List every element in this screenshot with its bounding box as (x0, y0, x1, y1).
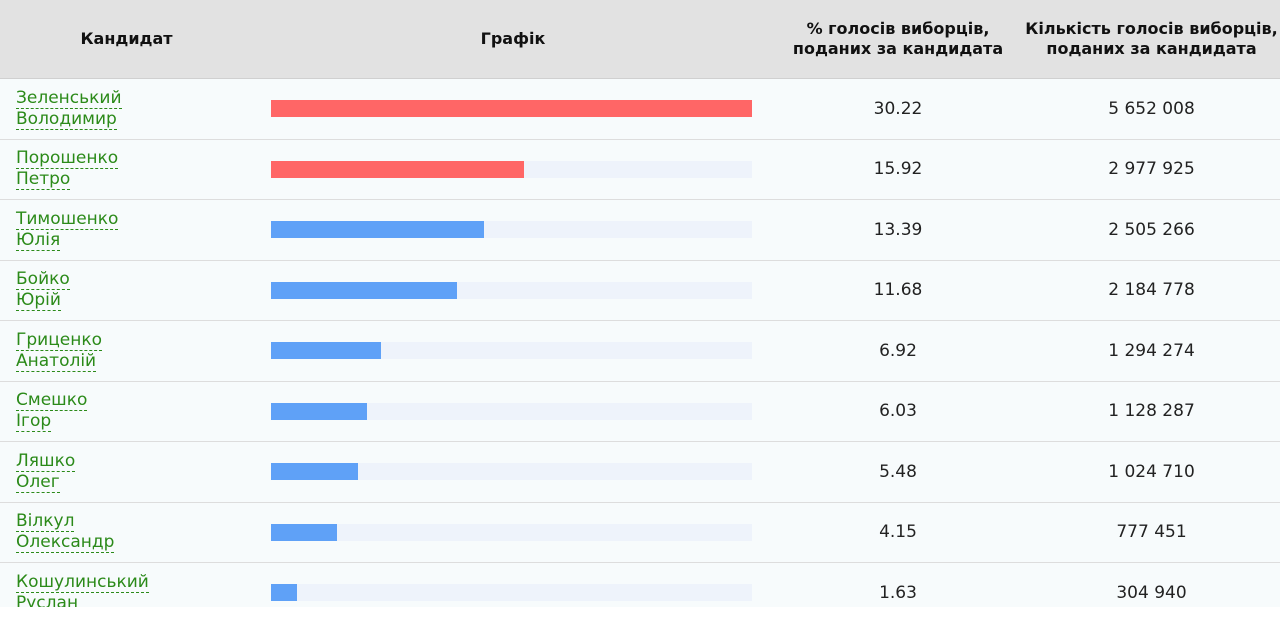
candidate-given-name: Олег (16, 471, 60, 493)
bar-fill (271, 281, 457, 299)
votes-cell: 1 128 287 (1108, 401, 1195, 422)
candidate-given-name: Олександр (16, 532, 115, 554)
votes-cell: 5 652 008 (1108, 98, 1195, 119)
percent-cell: 6.03 (879, 401, 917, 422)
table-row: Вілкул Олександр 4.15 777 451 (0, 502, 1280, 563)
bar-fill (271, 342, 382, 360)
bar-track (271, 100, 752, 118)
header-percent: % голосів виборців, поданих за кандидата (792, 19, 1004, 58)
bar-track (271, 463, 752, 481)
candidate-link[interactable]: Бойко Юрій (16, 269, 70, 312)
percent-cell: 5.48 (879, 461, 917, 482)
chart-cell (253, 382, 773, 442)
candidate-given-name: Петро (16, 169, 71, 191)
percent-cell: 30.22 (873, 98, 923, 119)
candidate-surname: Ляшко (16, 450, 76, 472)
candidate-given-name: Ігор (16, 411, 52, 433)
votes-cell: 2 505 266 (1108, 219, 1195, 240)
candidate-given-name: Анатолій (16, 350, 97, 372)
bar-fill (271, 523, 338, 541)
header-votes: Кількість голосів виборців, поданих за к… (1025, 19, 1278, 58)
bar-fill (271, 463, 359, 481)
bar-track (271, 523, 752, 541)
candidate-link[interactable]: Ляшко Олег (16, 450, 76, 493)
table-row: Зеленський Володимир 30.22 5 652 008 (0, 79, 1280, 140)
candidate-cell: Гриценко Анатолій (0, 321, 253, 381)
candidate-link[interactable]: Вілкул Олександр (16, 511, 115, 554)
table-row: Ляшко Олег 5.48 1 024 710 (0, 442, 1280, 503)
percent-cell: 1.63 (879, 582, 917, 603)
votes-cell: 2 977 925 (1108, 159, 1195, 180)
chart-cell (253, 321, 773, 381)
bar-fill (271, 221, 485, 239)
candidate-surname: Вілкул (16, 511, 75, 533)
candidate-cell: Смешко Ігор (0, 382, 253, 442)
candidate-cell: Порошенко Петро (0, 140, 253, 200)
bar-fill (271, 584, 297, 602)
votes-cell: 2 184 778 (1108, 280, 1195, 301)
candidate-cell: Тимошенко Юлія (0, 200, 253, 260)
candidate-given-name: Юрій (16, 290, 61, 312)
table-row: Гриценко Анатолій 6.92 1 294 274 (0, 321, 1280, 382)
candidate-link[interactable]: Кошулинський Руслан (16, 571, 149, 607)
bar-track (271, 342, 752, 360)
table-row: Смешко Ігор 6.03 1 128 287 (0, 381, 1280, 442)
candidate-given-name: Володимир (16, 108, 117, 130)
candidate-surname: Порошенко (16, 148, 119, 170)
candidate-cell: Кошулинський Руслан (0, 563, 253, 607)
candidate-given-name: Руслан (16, 592, 79, 607)
candidate-cell: Зеленський Володимир (0, 79, 253, 139)
bar-track (271, 402, 752, 420)
candidate-surname: Тимошенко (16, 208, 119, 230)
votes-cell: 777 451 (1116, 522, 1187, 543)
candidate-cell: Бойко Юрій (0, 261, 253, 321)
candidate-given-name: Юлія (16, 229, 61, 251)
chart-cell (253, 261, 773, 321)
bar-track (271, 281, 752, 299)
chart-cell (253, 503, 773, 563)
percent-cell: 6.92 (879, 340, 917, 361)
percent-cell: 15.92 (873, 159, 923, 180)
candidate-link[interactable]: Зеленський Володимир (16, 87, 122, 130)
votes-cell: 1 294 274 (1108, 340, 1195, 361)
chart-cell (253, 442, 773, 502)
bar-fill (271, 402, 367, 420)
candidate-surname: Кошулинський (16, 571, 149, 593)
votes-cell: 1 024 710 (1108, 461, 1195, 482)
candidate-cell: Ляшко Олег (0, 442, 253, 502)
candidate-link[interactable]: Порошенко Петро (16, 148, 119, 191)
table-header: Кандидат Графік % голосів виборців, пода… (0, 0, 1280, 79)
candidate-surname: Бойко (16, 269, 70, 291)
header-candidate: Кандидат (80, 29, 173, 48)
table-row: Тимошенко Юлія 13.39 2 505 266 (0, 200, 1280, 261)
bar-track (271, 160, 752, 178)
candidate-surname: Гриценко (16, 329, 103, 351)
bar-fill (271, 100, 752, 118)
percent-cell: 4.15 (879, 522, 917, 543)
chart-cell (253, 563, 773, 607)
candidate-link[interactable]: Тимошенко Юлія (16, 208, 119, 251)
chart-cell (253, 140, 773, 200)
candidate-cell: Вілкул Олександр (0, 503, 253, 563)
candidate-surname: Смешко (16, 390, 88, 412)
header-chart: Графік (480, 29, 546, 48)
candidate-link[interactable]: Смешко Ігор (16, 390, 88, 433)
bar-track (271, 584, 752, 602)
chart-cell (253, 200, 773, 260)
votes-cell: 304 940 (1116, 582, 1187, 603)
chart-cell (253, 79, 773, 139)
table-row: Кошулинський Руслан 1.63 304 940 (0, 563, 1280, 607)
bar-fill (271, 160, 525, 178)
table-body: Зеленський Володимир 30.22 5 652 008 Порошен… (0, 79, 1280, 607)
table-row: Порошенко Петро 15.92 2 977 925 (0, 139, 1280, 200)
table-row: Бойко Юрій 11.68 2 184 778 (0, 260, 1280, 321)
bar-track (271, 221, 752, 239)
candidate-link[interactable]: Гриценко Анатолій (16, 329, 103, 372)
candidate-surname: Зеленський (16, 87, 122, 109)
percent-cell: 11.68 (873, 280, 923, 301)
results-table: Кандидат Графік % голосів виборців, пода… (0, 0, 1280, 607)
percent-cell: 13.39 (873, 219, 923, 240)
